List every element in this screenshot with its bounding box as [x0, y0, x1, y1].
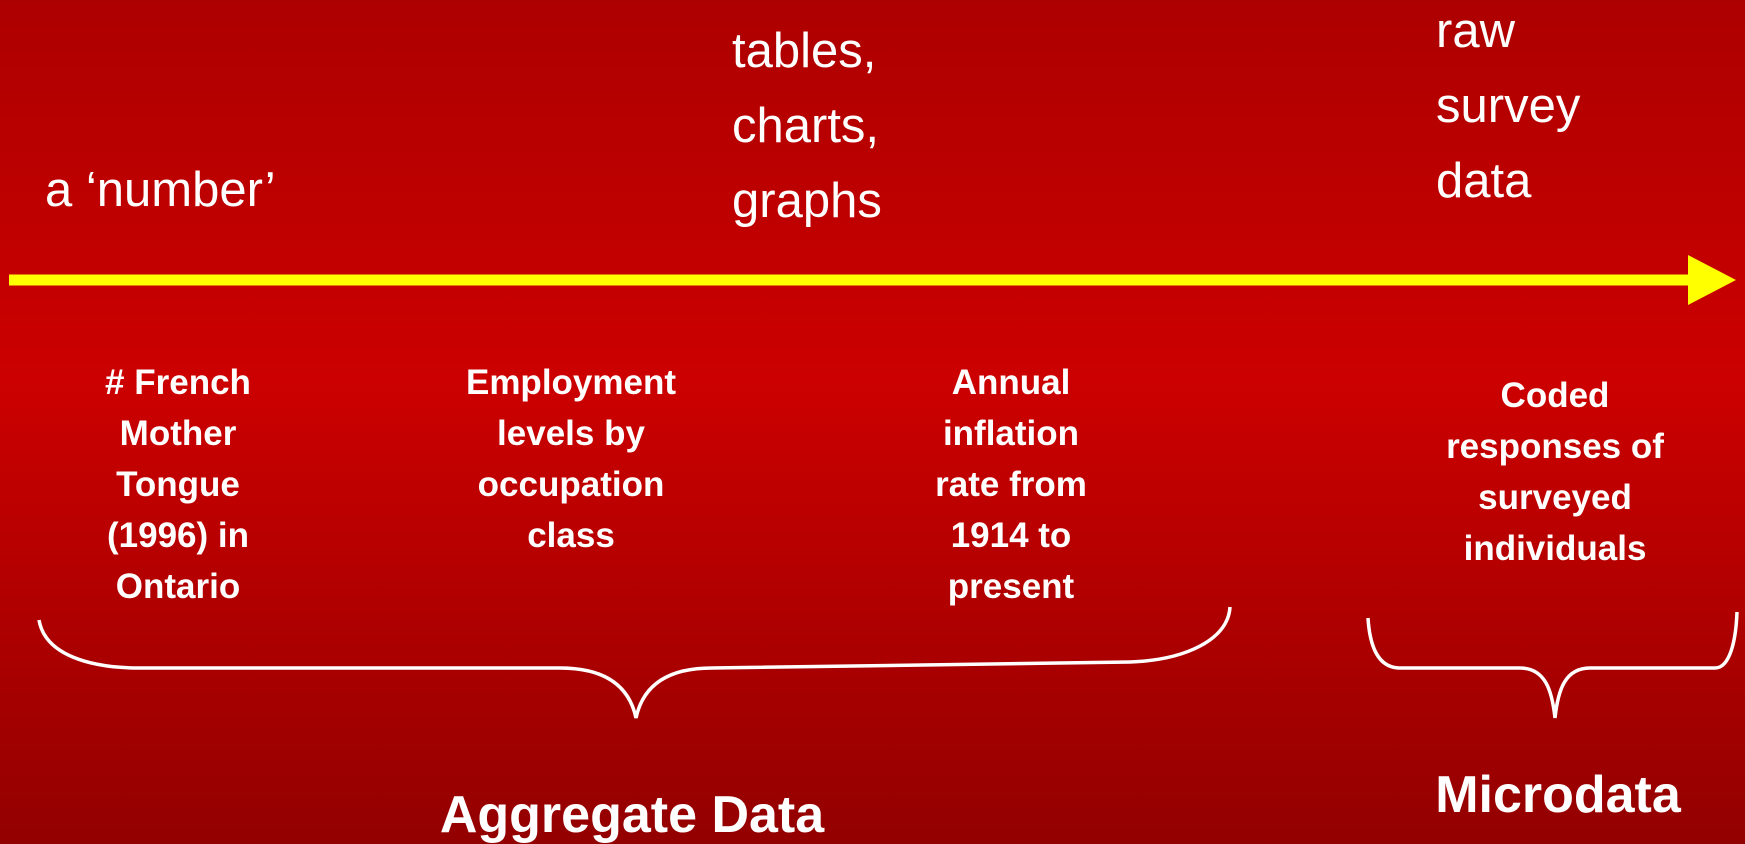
- example-line: responses of: [1446, 427, 1664, 466]
- microdata-brace: [1366, 611, 1739, 719]
- example-line: (1996) in: [107, 516, 249, 555]
- example-line: surveyed: [1478, 478, 1632, 517]
- top-label-line: graphs: [732, 174, 882, 228]
- top-label: raw survey data: [1436, 4, 1581, 208]
- example-line: Annual: [952, 363, 1071, 402]
- example-line: occupation: [478, 465, 665, 504]
- example-line: 1914 to: [951, 516, 1072, 555]
- example-line: Mother: [120, 414, 237, 453]
- example-line: individuals: [1464, 529, 1647, 568]
- example-line: inflation: [943, 414, 1079, 453]
- example-line: Tongue: [116, 465, 240, 504]
- example-line: # French: [105, 363, 251, 402]
- example: Annual inflation rate from 1914 to present: [935, 363, 1087, 606]
- top-label-line: data: [1436, 154, 1532, 208]
- top-label-line: charts,: [732, 99, 879, 153]
- example-line: rate from: [935, 465, 1087, 504]
- example-line: Ontario: [116, 567, 240, 606]
- top-label-line: a ‘number’: [45, 163, 276, 217]
- example-line: class: [527, 516, 615, 555]
- aggregate-brace: [37, 606, 1232, 719]
- group-label: Aggregate Data: [440, 786, 825, 844]
- example: Employment levels by occupation class: [466, 363, 676, 555]
- group-label: Microdata: [1435, 766, 1682, 824]
- example-line: Employment: [466, 363, 676, 402]
- example: Coded responses of surveyed individuals: [1446, 376, 1664, 568]
- top-label: a ‘number’: [45, 163, 276, 217]
- example-line: Coded: [1501, 376, 1610, 415]
- top-label-line: raw: [1436, 4, 1516, 58]
- top-label-line: tables,: [732, 24, 876, 78]
- example-line: present: [948, 567, 1075, 606]
- example: # French Mother Tongue (1996) in Ontario: [105, 363, 251, 606]
- top-label-line: survey: [1436, 79, 1581, 133]
- top-label: tables, charts, graphs: [732, 24, 882, 228]
- arrow-head: [1688, 255, 1736, 305]
- example-line: levels by: [497, 414, 645, 453]
